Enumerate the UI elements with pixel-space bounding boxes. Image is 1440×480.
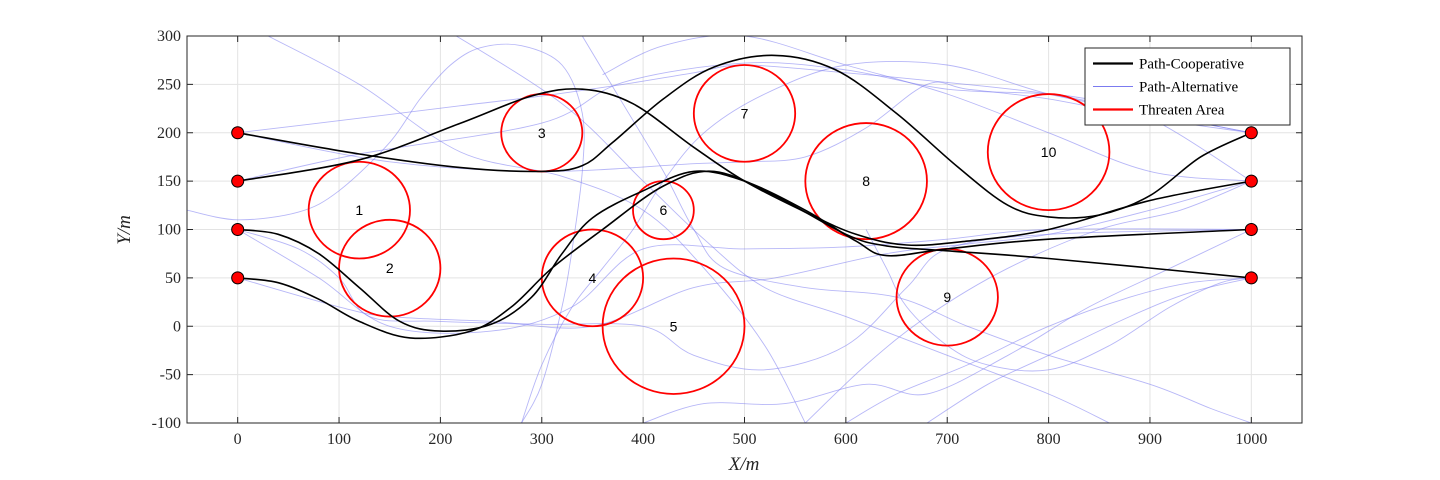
threat-area-circle — [338, 218, 442, 318]
alternative-path-line — [926, 277, 1252, 423]
x-tick-label: 400 — [631, 431, 655, 448]
alternative-path-line — [187, 43, 585, 423]
threat-area-circle — [601, 257, 746, 395]
alternative-path-line — [804, 180, 1252, 423]
alternative-path-line — [581, 36, 1252, 423]
y-tick-label: 100 — [157, 222, 181, 239]
y-tick-label: 300 — [157, 28, 181, 45]
threat-area-label: 6 — [660, 202, 668, 218]
x-tick-label: 200 — [428, 431, 452, 448]
legend-label: Path-Cooperative — [1139, 57, 1244, 73]
threat-area-label: 10 — [1041, 144, 1057, 160]
threat-area-label: 9 — [943, 289, 951, 305]
alternative-path-line — [267, 36, 806, 423]
y-tick-label: 50 — [165, 270, 181, 287]
end-point-marker — [1244, 126, 1258, 140]
start-point-marker — [231, 174, 245, 188]
alternative-path-line — [521, 60, 1252, 423]
end-point-marker — [1244, 271, 1258, 285]
y-tick-label: 150 — [157, 173, 181, 190]
start-point-marker — [231, 271, 245, 285]
cooperative-path-line — [237, 170, 1252, 340]
x-tick-label: 600 — [834, 431, 858, 448]
threat-area-label: 4 — [589, 270, 597, 286]
y-tick-label: 200 — [157, 125, 181, 142]
x-tick-label: 900 — [1138, 431, 1162, 448]
x-tick-label: 1000 — [1235, 431, 1267, 448]
threat-area-label: 2 — [386, 260, 394, 276]
threat-area-circle — [986, 93, 1111, 212]
alternative-path-line — [845, 277, 1252, 423]
alternative-path-line — [865, 229, 1252, 372]
threat-labels: 1 2 3 4 5 6 7 8 9 10 — [355, 105, 1056, 334]
y-axis-title: Y/m — [114, 215, 135, 245]
start-end-markers — [231, 126, 1258, 285]
legend: Path-Cooperative Path-Alternative Threaten… — [1084, 47, 1291, 126]
x-axis-title: X/m — [728, 454, 760, 475]
alternative-path-line — [455, 36, 1110, 423]
y-tick-label: -50 — [160, 367, 181, 384]
threat-area-circle — [804, 122, 928, 241]
threat-area-label: 5 — [670, 318, 678, 334]
x-tick-label: 100 — [327, 431, 351, 448]
y-tick-label: 250 — [157, 76, 181, 93]
alternative-path-line — [237, 81, 1252, 172]
end-point-marker — [1244, 223, 1258, 236]
x-tick-label: 800 — [1037, 431, 1061, 448]
alternative-path-line — [237, 229, 1252, 371]
x-tick-label: 500 — [733, 431, 757, 448]
threat-area-circle — [692, 64, 797, 163]
legend-label: Path-Alternative — [1139, 80, 1238, 96]
threat-area-label: 7 — [741, 105, 749, 121]
legend-label: Threaten Area — [1139, 103, 1225, 119]
start-point-marker — [231, 126, 245, 140]
cooperative-paths — [237, 54, 1252, 340]
alternative-paths — [187, 36, 1252, 423]
threat-area-label: 1 — [355, 202, 363, 218]
axis-ticks: 0 100 200 300 400 500 600 700 800 900 1000 -100 -50 0… — [152, 28, 1302, 448]
threat-areas — [307, 64, 1111, 395]
y-tick-label: 0 — [173, 318, 181, 335]
end-point-marker — [1244, 174, 1258, 188]
alternative-path-line — [642, 229, 1252, 423]
x-tick-label: 0 — [234, 431, 242, 448]
start-point-marker — [231, 223, 245, 236]
x-tick-label: 700 — [935, 431, 959, 448]
threat-area-circle — [307, 160, 411, 260]
threat-area-label: 3 — [538, 125, 546, 141]
y-tick-label: -100 — [152, 415, 181, 432]
alternative-path-line — [602, 36, 1252, 182]
x-tick-label: 300 — [530, 431, 554, 448]
alternative-path-line — [237, 228, 1252, 334]
threat-area-label: 8 — [862, 173, 870, 189]
